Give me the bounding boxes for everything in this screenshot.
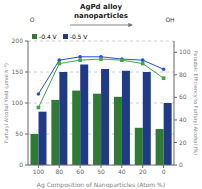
svg-text:40: 40 [179, 116, 187, 123]
svg-text:OH: OH [165, 16, 174, 23]
svg-text:0: 0 [179, 161, 183, 168]
svg-text:50: 50 [15, 130, 23, 137]
svg-text:80: 80 [55, 168, 63, 175]
svg-text:Ag Composition of Nanoparticle: Ag Composition of Nanoparticles (Atom %) [37, 181, 165, 189]
svg-text:Faradaic Efficiency to Furfury: Faradaic Efficiency to Furfuryl Alcohol … [192, 51, 199, 155]
svg-text:0: 0 [19, 161, 23, 168]
svg-text:0: 0 [162, 168, 166, 175]
svg-text:80: 80 [179, 71, 187, 78]
svg-text:50: 50 [97, 168, 105, 175]
svg-text:Furfuryl Alcohol Yield (μmol h: Furfuryl Alcohol Yield (μmol h⁻¹) [3, 63, 10, 143]
svg-text:100: 100 [12, 99, 24, 106]
svg-text:200: 200 [12, 37, 24, 44]
svg-text:100: 100 [33, 168, 45, 175]
svg-text:20: 20 [139, 168, 147, 175]
svg-text:60: 60 [179, 93, 187, 100]
html-text:-0.5 V: -0.5 V [69, 33, 88, 40]
svg-text:AgPd alloy: AgPd alloy [80, 3, 122, 11]
html-text:-0.4 V: -0.4 V [39, 33, 57, 40]
svg-text:150: 150 [12, 68, 24, 75]
svg-text:40: 40 [118, 168, 126, 175]
svg-text:nanoparticles: nanoparticles [74, 12, 128, 20]
svg-text:60: 60 [76, 168, 84, 175]
svg-text:100: 100 [179, 48, 191, 55]
svg-text:20: 20 [179, 139, 187, 146]
svg-text:O: O [30, 16, 35, 23]
